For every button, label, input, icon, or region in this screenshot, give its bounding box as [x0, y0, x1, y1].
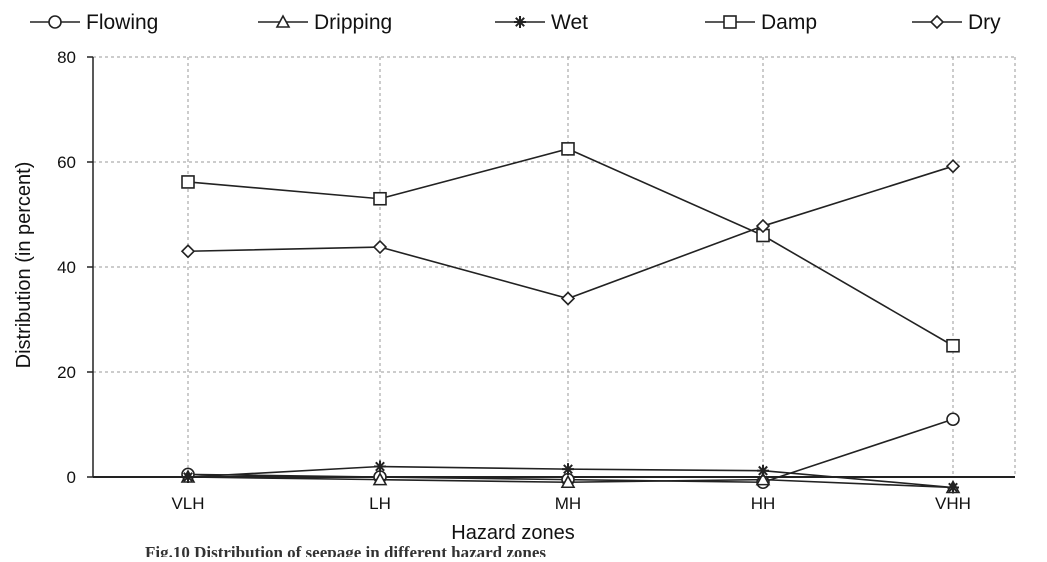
legend-label: Wet — [551, 11, 588, 34]
series-lines — [180, 142, 961, 494]
y-tick-label: 20 — [57, 363, 76, 382]
x-tick-label: LH — [369, 494, 391, 513]
x-tick-label: MH — [555, 494, 581, 513]
data-point-dry — [180, 244, 196, 259]
y-tick-label: 80 — [57, 48, 76, 67]
legend-label: Dripping — [314, 11, 392, 34]
data-point-dry — [560, 291, 576, 306]
data-point-damp — [373, 191, 387, 206]
legend-item-dripping: Dripping — [258, 11, 392, 34]
legend-item-dry: Dry — [912, 11, 1001, 34]
legend-label: Flowing — [86, 11, 158, 34]
series-damp — [181, 142, 960, 353]
legend-item-flowing: Flowing — [30, 11, 158, 34]
series-line-damp — [187, 148, 954, 347]
x-tick-label: VHH — [935, 494, 971, 513]
legend-marker-flowing — [48, 15, 62, 29]
data-point-damp — [561, 142, 575, 156]
legend-marker-damp — [723, 15, 737, 29]
data-point-damp — [181, 175, 195, 189]
legend-label: Dry — [968, 11, 1001, 34]
series-dry — [180, 159, 961, 306]
legend: Flowing Dripping Wet Damp Dry — [30, 11, 1001, 34]
data-point-dripping — [560, 474, 576, 489]
legend-marker-dry — [929, 14, 945, 30]
data-point-damp — [946, 338, 960, 353]
data-point-dripping — [755, 471, 771, 486]
series-wet — [182, 460, 959, 494]
legend-marker-wet — [514, 16, 526, 28]
data-point-wet — [182, 471, 194, 483]
x-tick-label: VLH — [171, 494, 204, 513]
figure-caption: Fig.10 Distribution of seepage in differ… — [145, 543, 546, 557]
axes: 0 20 40 60 80 VLH LH MH HH VHH — [57, 48, 1015, 513]
data-point-dripping — [372, 471, 388, 486]
data-point-dry — [945, 159, 961, 174]
data-point-wet — [562, 463, 574, 476]
data-point-wet — [947, 481, 959, 494]
x-axis-title: Hazard zones — [451, 522, 574, 544]
data-point-wet — [374, 460, 386, 473]
data-point-dry — [372, 239, 388, 255]
legend-item-wet: Wet — [495, 11, 588, 34]
y-tick-label: 0 — [67, 468, 76, 487]
grid-lines — [93, 56, 1016, 477]
legend-item-damp: Damp — [705, 11, 817, 34]
data-point-dry — [755, 218, 771, 234]
x-tick-label: HH — [751, 494, 776, 513]
data-point-wet — [757, 464, 769, 477]
y-tick-label: 40 — [57, 258, 76, 277]
y-axis-title: Distribution (in percent) — [13, 162, 35, 369]
legend-marker-dripping — [275, 14, 291, 28]
y-tick-label: 60 — [57, 153, 76, 172]
data-point-flowing — [946, 412, 960, 427]
legend-label: Damp — [761, 11, 817, 34]
